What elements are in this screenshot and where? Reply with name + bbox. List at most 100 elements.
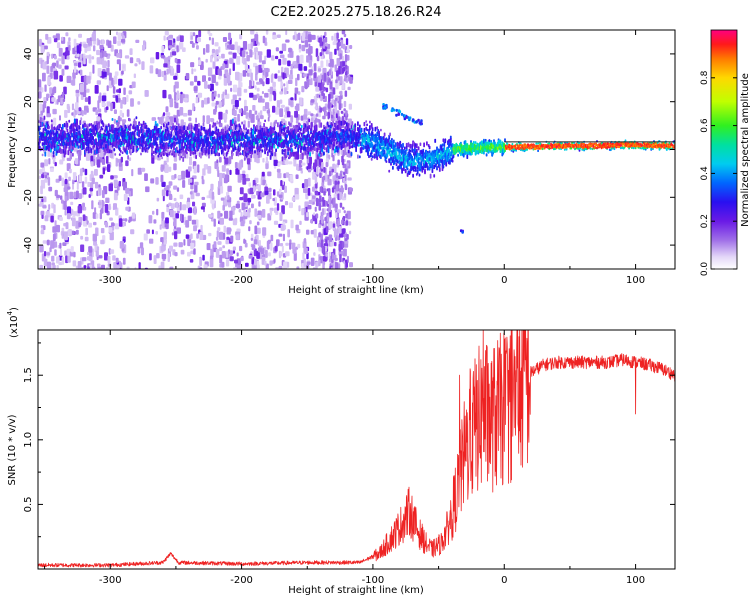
spectrogram-cell	[247, 163, 251, 171]
spectrogram-cell	[310, 257, 315, 266]
spectrogram-cell	[117, 32, 122, 41]
spectrogram-cell	[247, 68, 252, 74]
spectrogram-cell	[313, 72, 317, 79]
spectrogram-cell	[236, 46, 241, 51]
spectrogram-cell	[126, 150, 129, 155]
spectrogram-cell	[232, 250, 236, 254]
spectrogram-cell	[228, 51, 233, 55]
spectrogram-cell	[335, 262, 339, 269]
spectrogram-cell	[329, 265, 333, 269]
spectrogram-cell	[61, 55, 65, 65]
spectrogram-cell	[163, 35, 166, 41]
spectrogram-cell	[118, 88, 121, 94]
spectrogram-cell	[83, 110, 87, 115]
spectrogram-cell	[92, 233, 97, 242]
spectrogram-cell	[295, 77, 298, 87]
spectrogram-cell	[42, 127, 45, 133]
spectrogram-cell	[219, 231, 224, 240]
spectrogram-cell	[61, 256, 65, 265]
spectrogram-cell	[94, 169, 98, 176]
spectrogram-cell	[124, 55, 130, 59]
spectrogram-cell	[226, 227, 231, 235]
spectrogram-image	[38, 30, 675, 269]
spectrogram-cell	[337, 76, 341, 81]
spectrogram-cell	[336, 70, 339, 77]
spectrogram-cell	[202, 115, 205, 123]
spectrogram-cell	[194, 75, 198, 83]
spectrogram-cell	[264, 135, 266, 139]
spectrogram-cell	[166, 207, 170, 213]
spectrogram-cell	[93, 221, 97, 226]
spectrogram-cell	[149, 142, 151, 148]
spectrogram-cell	[275, 148, 277, 152]
spectrogram-cell	[64, 150, 67, 155]
spectrogram-cell	[227, 44, 231, 49]
spectrogram-cell	[88, 246, 93, 253]
spectrogram-cell	[206, 130, 208, 136]
spectrogram-cell	[255, 124, 258, 129]
spectrogram-cell	[46, 106, 50, 116]
spectrogram-cell	[137, 101, 141, 105]
spectrogram-cell	[83, 141, 85, 147]
spectrogram-cell	[281, 184, 285, 190]
spectrogram-cell	[64, 65, 69, 70]
spectrogram-cell	[265, 30, 269, 35]
spectrogram-cell	[218, 101, 222, 108]
spectrogram-cell	[256, 250, 260, 259]
spectrogram-cell	[129, 48, 133, 55]
spectrogram-cell	[216, 120, 219, 125]
spectrogram-cell	[95, 213, 99, 219]
spectrogram-cell	[171, 232, 175, 236]
spectrogram-cell	[330, 267, 334, 269]
spectrogram-cell	[58, 175, 62, 181]
spectrogram-cell	[233, 110, 237, 116]
spectrogram-cell	[258, 139, 261, 144]
spectrogram-cell	[303, 128, 306, 134]
spectrogram-cell	[199, 257, 202, 267]
spectrogram-cell	[323, 191, 326, 196]
spectrogram-cell	[156, 253, 160, 259]
spectrogram-cell	[79, 121, 82, 125]
spectrogram-cell	[85, 152, 90, 161]
spectrogram-cell	[218, 247, 223, 251]
spectrogram-cell	[142, 129, 145, 133]
spectrogram-cell	[169, 266, 174, 269]
spectrogram-cell	[293, 158, 297, 167]
spectrogram-cell	[99, 150, 104, 158]
spectrogram-cell	[354, 127, 357, 132]
spectrogram-cell	[218, 152, 220, 157]
spectrogram-cell	[242, 177, 247, 185]
spectrogram-cell	[254, 110, 258, 115]
spectrogram-cell	[282, 233, 285, 242]
spectrogram-cell	[41, 166, 45, 172]
spectrogram-cell	[84, 168, 88, 176]
spectrogram-cell	[107, 140, 110, 146]
spectrogram-cell	[265, 68, 270, 73]
spectrogram-cell	[289, 74, 294, 80]
spectrogram-cell	[314, 159, 317, 167]
spectrogram-cell	[331, 187, 335, 193]
spectrogram-cell	[79, 266, 84, 269]
spectrogram-cell	[202, 75, 206, 82]
spectrogram-cell	[104, 135, 106, 138]
spectrogram-cell	[246, 158, 251, 165]
spectrogram-cell	[137, 167, 142, 175]
spectrogram-cell	[293, 252, 297, 261]
spectrogram-cell	[282, 72, 285, 80]
spectrogram-cell	[280, 180, 283, 187]
spectrogram-cell	[226, 74, 231, 84]
spectrogram-cell	[119, 110, 123, 117]
spectrogram-cell	[59, 195, 63, 200]
spectrogram-cell	[101, 127, 104, 131]
spectrogram-cell	[149, 253, 152, 261]
spectrogram-cell	[219, 172, 223, 182]
spectrogram-cell	[199, 153, 202, 159]
spectrogram-cell	[230, 44, 235, 50]
spectrogram-cell	[177, 153, 180, 156]
spectrogram-cell	[164, 132, 167, 135]
spectrogram-cell	[239, 187, 244, 195]
spectrogram-cell	[345, 110, 348, 116]
spectrogram-cell	[168, 55, 171, 60]
spectrogram-cell	[279, 243, 284, 247]
spectrogram-cell	[180, 155, 183, 159]
